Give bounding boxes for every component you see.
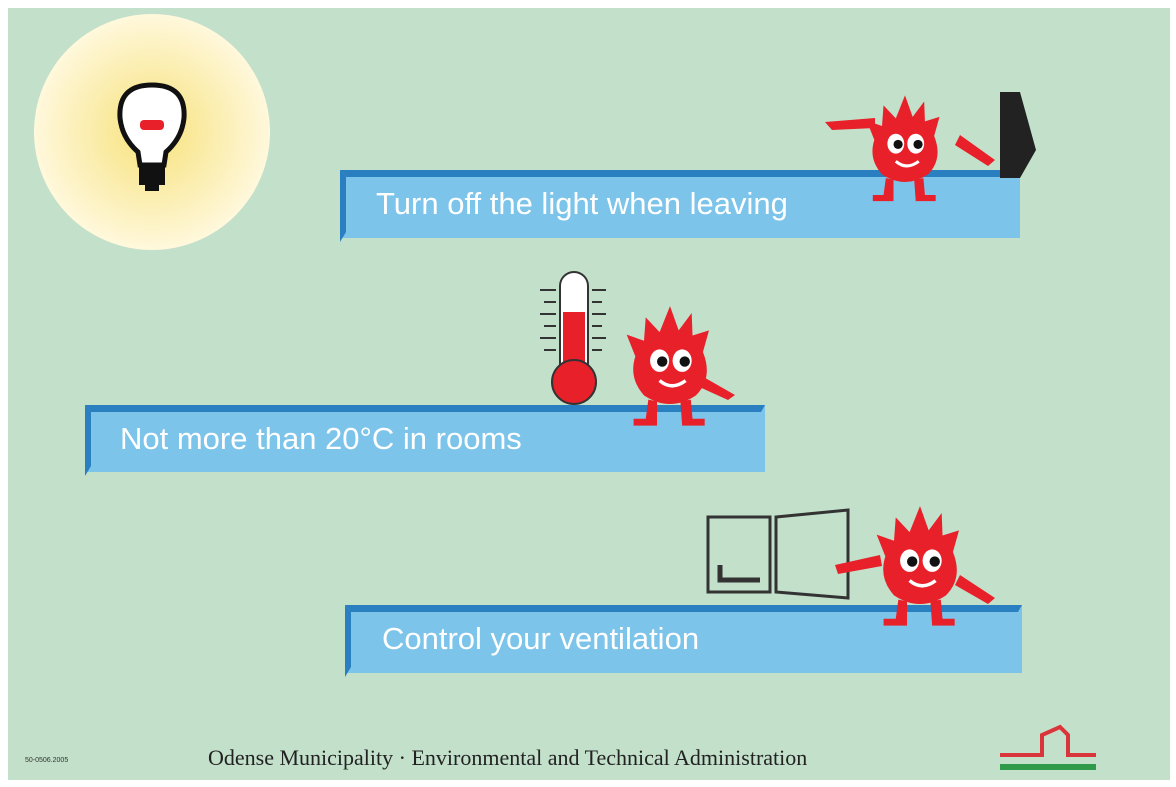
banner: Control your ventilation: [345, 605, 1022, 677]
poster: Turn off the light when leaving Not more…: [0, 0, 1176, 787]
banner-text: Control your ventilation: [382, 621, 699, 656]
credit: Odense Municipality · Environmental and …: [208, 745, 807, 770]
banner: Not more than 20°C in rooms: [85, 405, 765, 476]
print-code: 50-0506.2005: [25, 757, 68, 764]
banner-text: Turn off the light when leaving: [376, 186, 788, 221]
banner-text: Not more than 20°C in rooms: [120, 421, 522, 456]
page: {"banners": [ {"text": "Turn off the lig…: [0, 0, 1176, 787]
lightbulb-icon: [34, 14, 270, 250]
